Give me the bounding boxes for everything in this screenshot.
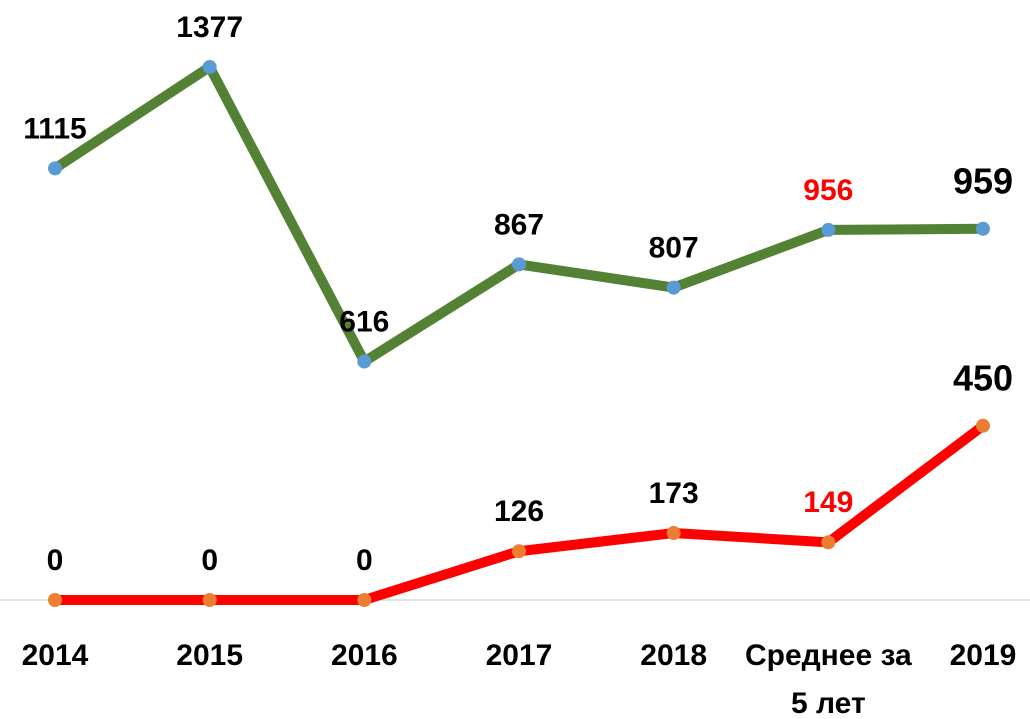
data-label: 956 [803, 174, 853, 207]
data-label: 807 [649, 232, 699, 265]
data-label: 867 [494, 208, 544, 241]
x-tick-label: Среднее за 5 лет [744, 639, 912, 719]
point [821, 535, 836, 550]
x-tick-label: 2016 [330, 639, 398, 672]
data-label: 0 [47, 544, 64, 577]
point [48, 161, 62, 176]
point [512, 544, 526, 559]
point [666, 526, 681, 541]
x-tick-label: 2017 [485, 639, 553, 672]
point [357, 354, 372, 369]
data-label: 1377 [176, 11, 243, 44]
point [821, 222, 836, 237]
point [666, 280, 681, 295]
x-tick-label: 2015 [176, 639, 244, 672]
point [48, 593, 62, 607]
x-tick-label: 2014 [21, 639, 89, 672]
point [202, 593, 217, 607]
x-tick-label: 2019 [949, 639, 1017, 672]
data-label: 1115 [23, 112, 86, 145]
data-label: 149 [803, 486, 853, 519]
data-label: 173 [649, 477, 699, 510]
point [202, 59, 217, 74]
data-label: 0 [356, 544, 373, 577]
data-label: 616 [339, 305, 389, 338]
point [357, 593, 372, 607]
data-label: 0 [201, 544, 218, 577]
data-label: 126 [494, 495, 544, 528]
point [976, 221, 990, 236]
data-label: 959 [953, 160, 1013, 201]
point [512, 257, 526, 272]
point [976, 418, 990, 433]
data-label: 450 [953, 357, 1013, 398]
x-tick-label: 2018 [640, 639, 708, 672]
